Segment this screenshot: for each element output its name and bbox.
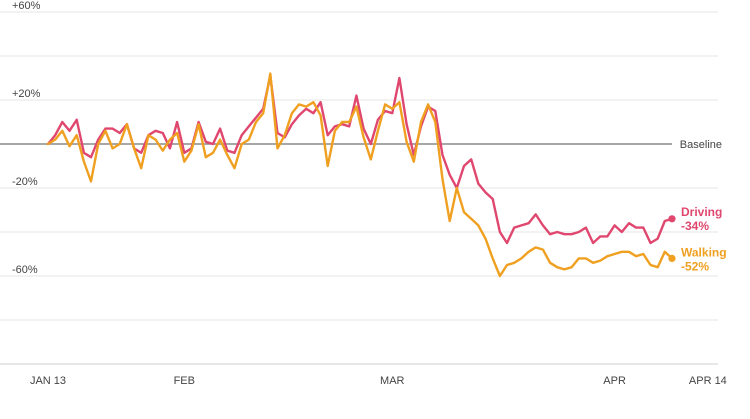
x-tick-label: MAR <box>380 375 405 387</box>
y-tick-label: -60% <box>12 264 38 276</box>
y-tick-label: -20% <box>12 176 38 188</box>
x-tick-label: APR <box>603 375 626 387</box>
series-endpoint-driving <box>668 215 676 223</box>
series-name-walking: Walking <box>681 245 727 259</box>
series-end-value-walking: -52% <box>681 259 709 273</box>
x-tick-label: FEB <box>174 375 195 387</box>
series-lines <box>46 72 676 278</box>
series-endpoint-walking <box>668 254 676 262</box>
series-end-labels: Driving-34% Walking-52% <box>681 205 727 274</box>
baseline-label: Baseline <box>680 139 722 151</box>
series-line-walking <box>46 72 674 278</box>
y-tick-label: +60% <box>12 0 41 12</box>
x-axis: JAN 13 FEB MAR APR APR 14 <box>0 363 727 387</box>
gridlines <box>0 11 718 365</box>
x-tick-label: JAN 13 <box>30 375 66 387</box>
y-axis: +60% +20% -20% -60% <box>12 0 41 276</box>
series-name-driving: Driving <box>681 205 722 219</box>
series-end-value-driving: -34% <box>681 219 709 233</box>
x-tick-label: APR 14 <box>689 375 727 387</box>
y-tick-label: +20% <box>12 88 41 100</box>
series-line-driving <box>46 74 674 245</box>
